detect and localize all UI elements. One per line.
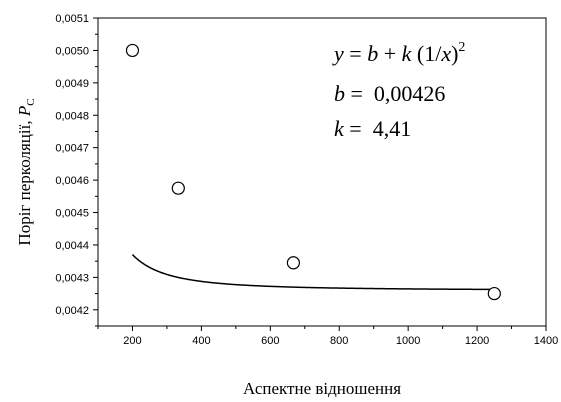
- fit-curve: [131, 254, 495, 291]
- x-tick-label: 400: [192, 335, 210, 347]
- data-point: [125, 43, 140, 58]
- y-tick-label: 0,0051: [55, 13, 89, 25]
- y-tick-label: 0,0047: [55, 143, 89, 155]
- axis-tick-labels: 200 400 600 800 1000 1200 1400 0,0042 0,0043 0,00…: [55, 13, 558, 347]
- data-point: [171, 181, 185, 195]
- plot-frame: [97, 17, 547, 327]
- fit-param-b: b = 0,00426: [334, 81, 445, 106]
- data-point: [286, 256, 300, 270]
- fit-formula: y = b + k (1/x)2: [332, 40, 465, 66]
- x-tick-label: 200: [123, 335, 141, 347]
- fit-param-k: k = 4,41: [334, 116, 411, 141]
- x-tick-label: 800: [330, 335, 348, 347]
- y-axis-label: Поріг перколяції, PC: [15, 98, 37, 245]
- y-tick-label: 0,0046: [55, 175, 89, 187]
- y-tick-label: 0,0049: [55, 78, 89, 90]
- axis-ticks: [93, 17, 547, 331]
- data-points: [125, 43, 501, 301]
- x-tick-label: 1400: [534, 335, 558, 347]
- y-tick-label: 0,0050: [55, 45, 89, 57]
- data-point: [487, 286, 501, 301]
- y-tick-label: 0,0044: [55, 240, 89, 252]
- y-tick-label: 0,0048: [55, 110, 89, 122]
- y-tick-label: 0,0045: [55, 208, 89, 220]
- x-tick-label: 1000: [396, 335, 420, 347]
- y-tick-label: 0,0043: [55, 272, 89, 284]
- x-axis-label: Аспектне відношення: [243, 379, 401, 398]
- y-tick-label: 0,0042: [55, 305, 89, 317]
- x-tick-label: 1200: [465, 335, 489, 347]
- x-tick-label: 600: [261, 335, 279, 347]
